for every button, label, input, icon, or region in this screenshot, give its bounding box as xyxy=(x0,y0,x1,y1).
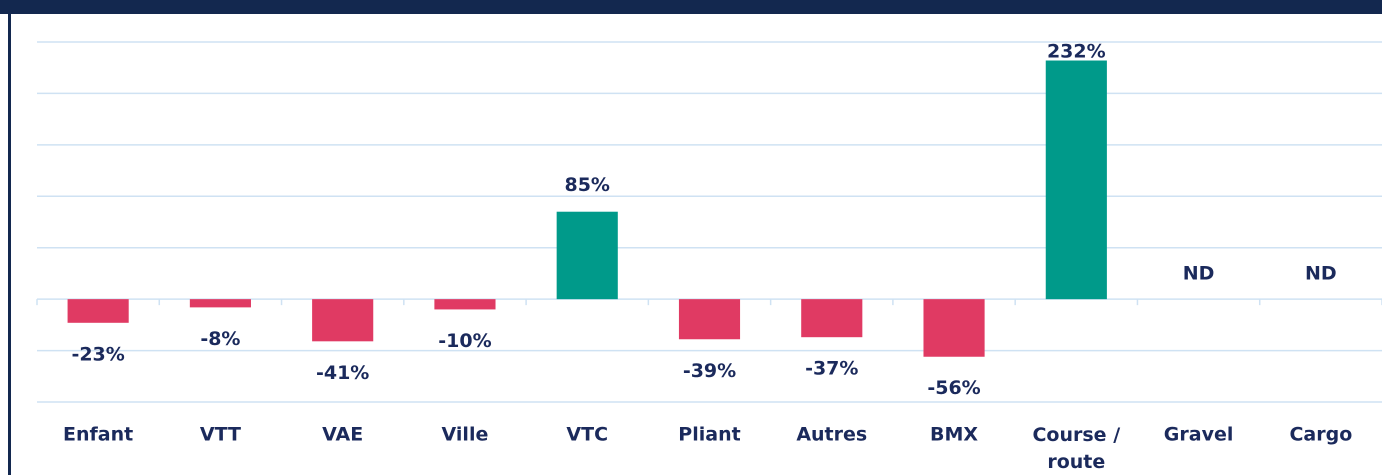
x-tick-label: VTT xyxy=(200,424,241,446)
x-tick-label: VAE xyxy=(322,424,363,446)
bar xyxy=(923,299,985,357)
value-label: ND xyxy=(1305,263,1337,285)
x-tick-label: Ville xyxy=(442,424,489,446)
value-label: 232% xyxy=(1047,41,1106,63)
value-label: -23% xyxy=(71,343,124,365)
x-tick-label: Gravel xyxy=(1164,424,1234,446)
x-tick-label: VTC xyxy=(566,424,608,446)
value-label: -8% xyxy=(200,328,240,350)
value-label: -10% xyxy=(438,330,491,352)
x-tick-label: Course / route xyxy=(1032,424,1120,473)
left-border xyxy=(8,0,11,475)
x-tick-label: Enfant xyxy=(63,424,133,446)
bar xyxy=(312,299,374,342)
x-tick-label: Autres xyxy=(796,424,867,446)
x-tick-label: Pliant xyxy=(678,424,740,446)
bar xyxy=(67,299,129,323)
bar xyxy=(434,299,496,310)
value-label: 85% xyxy=(564,174,609,196)
bar xyxy=(1045,60,1107,300)
value-label: -37% xyxy=(805,358,858,380)
bar xyxy=(189,299,251,308)
bar xyxy=(678,299,741,340)
bar xyxy=(556,211,618,300)
value-label: ND xyxy=(1183,263,1215,285)
value-label: -41% xyxy=(316,362,369,384)
bar xyxy=(801,299,863,338)
x-tick-label: BMX xyxy=(930,424,978,446)
value-label: -56% xyxy=(927,377,980,399)
x-tick-label: Cargo xyxy=(1289,424,1352,446)
header-bar xyxy=(0,0,1382,14)
value-label: -39% xyxy=(683,360,736,382)
